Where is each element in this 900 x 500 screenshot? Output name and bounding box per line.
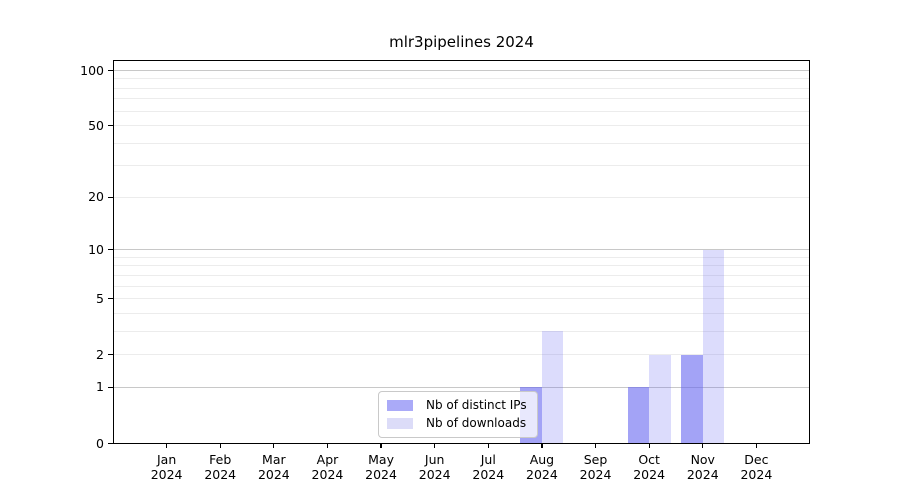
- x-tick-mark-jan: [165, 443, 168, 448]
- y-tick-label-0: 0: [96, 435, 104, 451]
- gridline-1: [113, 386, 810, 388]
- gridlines-layer: [113, 60, 810, 444]
- x-tick-label-feb: Feb 2024: [204, 451, 237, 483]
- legend-item-downloads: Nb of downloads: [387, 416, 527, 431]
- x-tick-label-aug: Aug 2024: [526, 451, 558, 483]
- gridline-80: [113, 87, 810, 89]
- bar-downloads-aug: [541, 331, 564, 444]
- gridline-8: [113, 265, 810, 267]
- x-tick-mark-feb: [219, 443, 221, 448]
- gridline-3: [113, 330, 810, 332]
- y-tick-label-2: 2: [96, 346, 104, 362]
- y-tick-label-10: 10: [88, 241, 104, 257]
- gridline-100: [113, 70, 810, 71]
- gridline-7: [113, 274, 810, 276]
- y-tick-mark-20: [107, 196, 113, 199]
- x-tick-label-mar: Mar 2024: [257, 451, 290, 483]
- gridline-40: [113, 142, 810, 144]
- gridline-4: [113, 312, 810, 314]
- plot-area: Nb of distinct IPs Nb of downloads: [113, 60, 810, 444]
- y-tick-mark-50: [107, 125, 113, 127]
- legend: Nb of distinct IPs Nb of downloads: [378, 391, 538, 438]
- y-tick-mark-1: [107, 386, 113, 389]
- y-tick-mark-10: [107, 249, 113, 251]
- x-tick-mark-dec: [755, 443, 758, 448]
- y-tick-label-5: 5: [96, 290, 104, 306]
- gridline-30: [113, 165, 810, 167]
- legend-label-distinct-ips: Nb of distinct IPs: [426, 398, 527, 412]
- gridline-9: [113, 256, 810, 258]
- y-tick-mark-100: [107, 69, 113, 72]
- gridline-70: [113, 98, 810, 100]
- y-tick-label-1: 1: [96, 379, 104, 395]
- x-tick-mark-aug: [541, 443, 543, 448]
- bars-layer: [113, 60, 810, 444]
- x-tick-mark-may: [380, 443, 382, 448]
- gridline-50: [113, 125, 810, 127]
- y-tick-label-50: 50: [88, 117, 104, 133]
- gridline-20: [113, 196, 810, 198]
- x-tick-label-oct: Oct 2024: [633, 451, 666, 483]
- gridline-90: [113, 78, 810, 80]
- x-tick-label-nov: Nov 2024: [686, 451, 719, 483]
- gridline-6: [113, 285, 810, 287]
- legend-swatch-distinct-ips: [387, 400, 413, 411]
- legend-item-distinct-ips: Nb of distinct IPs: [387, 398, 527, 413]
- x-tick-mark-nov: [702, 443, 704, 448]
- gridline-2: [113, 354, 810, 356]
- x-tick-mark-sep: [594, 443, 597, 448]
- x-tick-label-dec: Dec 2024: [740, 451, 773, 483]
- gridline-60: [113, 110, 810, 112]
- y-tick-label-100: 100: [80, 62, 104, 78]
- chart-title: mlr3pipelines 2024: [389, 33, 534, 51]
- y-tick-mark-5: [107, 298, 113, 300]
- gridline-10: [113, 249, 810, 251]
- bar-distinct-ips-nov: [681, 354, 703, 444]
- y-tick-mark-2: [107, 354, 113, 356]
- bar-downloads-oct: [649, 354, 671, 444]
- x-tick-mark-oct: [648, 443, 650, 448]
- x-tick-mark-jul: [487, 443, 489, 448]
- gridline-5: [113, 298, 810, 300]
- x-tick-label-jun: Jun 2024: [418, 451, 451, 483]
- bar-distinct-ips-oct: [627, 387, 650, 444]
- bar-downloads-nov: [702, 249, 725, 444]
- x-tick-label-jan: Jan 2024: [150, 451, 183, 483]
- x-tick-label-sep: Sep 2024: [579, 451, 612, 483]
- x-tick-label-jul: Jul 2024: [472, 451, 505, 483]
- y-tick-label-20: 20: [88, 189, 104, 205]
- x-tick-label-apr: Apr 2024: [311, 451, 344, 483]
- x-tick-mark-mar: [273, 443, 275, 448]
- legend-label-downloads: Nb of downloads: [426, 416, 527, 430]
- x-tick-mark-apr: [326, 443, 329, 448]
- y-tick-mark-0: [107, 442, 113, 445]
- legend-swatch-downloads: [387, 418, 413, 429]
- x-tick-mark-jun: [434, 443, 436, 448]
- x-tick-label-may: May 2024: [365, 451, 397, 483]
